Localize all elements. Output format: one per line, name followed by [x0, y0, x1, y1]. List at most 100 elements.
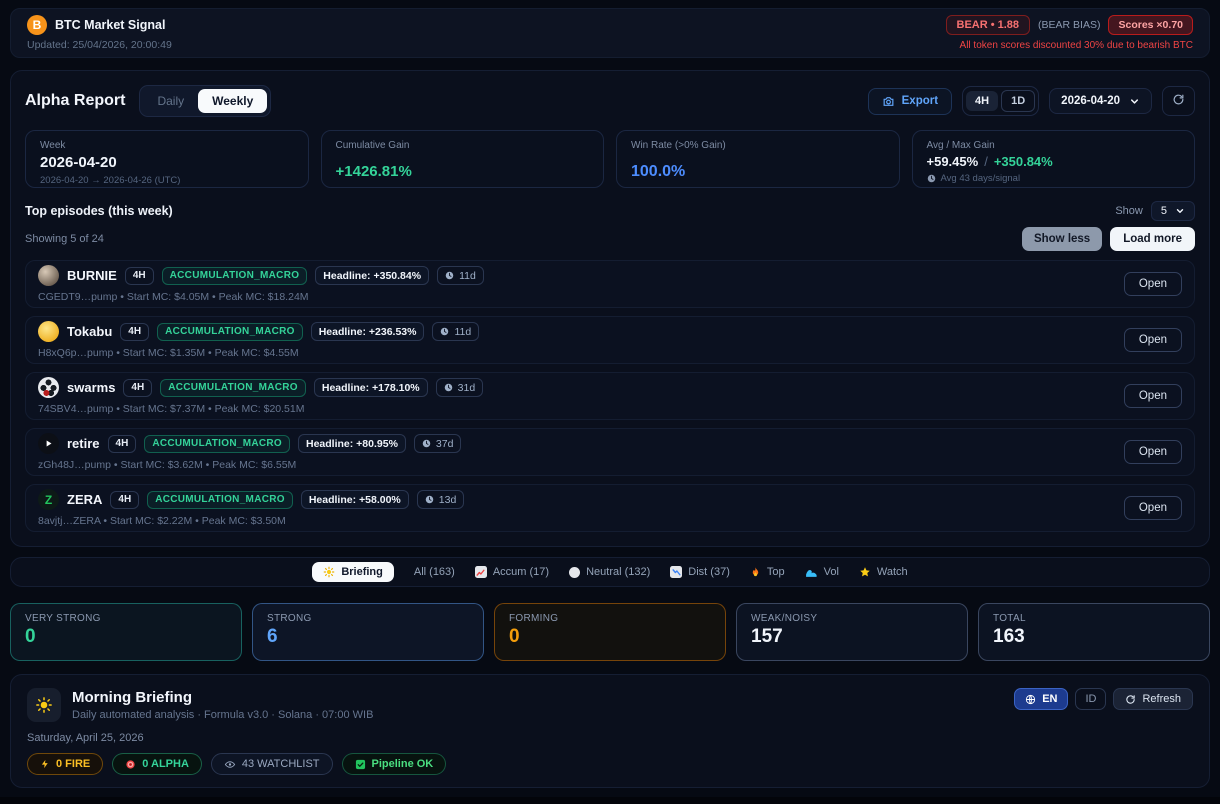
- stat-very-strong: VERY STRONG 0: [10, 603, 242, 661]
- open-episode-button[interactable]: Open: [1124, 384, 1182, 408]
- bias-label: (BEAR BIAS): [1038, 19, 1100, 31]
- episode-row: swarms 4H ACCUMULATION_MACRO Headline: +…: [25, 372, 1195, 420]
- open-episode-button[interactable]: Open: [1124, 272, 1182, 296]
- tab-daily[interactable]: Daily: [143, 89, 198, 113]
- duration-badge: 11d: [432, 322, 479, 341]
- sun-icon: [27, 688, 61, 722]
- stat-value: +1426.81%: [336, 163, 590, 180]
- token-details: CGEDT9…pump • Start MC: $4.05M • Peak MC…: [38, 291, 484, 303]
- stat-avg-max-gain: Avg / Max Gain +59.45% / +350.84% Avg 43…: [912, 130, 1196, 188]
- stat-label: VERY STRONG: [25, 613, 227, 624]
- fire-count-badge: 0 FIRE: [27, 753, 103, 775]
- timeframe-4h[interactable]: 4H: [966, 91, 998, 111]
- show-less-button[interactable]: Show less: [1022, 227, 1102, 251]
- timeframe-badge: 4H: [108, 435, 137, 453]
- stat-strong: STRONG 6: [252, 603, 484, 661]
- filter-briefing[interactable]: Briefing: [312, 562, 394, 582]
- check-icon: [355, 759, 366, 770]
- clock-icon: [445, 271, 454, 280]
- lightning-icon: [40, 759, 50, 769]
- briefing-subtitle: Daily automated analysis · Formula v3.0 …: [72, 709, 373, 721]
- filter-watch[interactable]: Watch: [859, 566, 908, 578]
- max-gain-value: +350.84%: [994, 154, 1053, 169]
- stat-week: Week 2026-04-20 2026-04-20 → 2026-04-26 …: [25, 130, 309, 188]
- stat-label: Week: [40, 140, 294, 151]
- clock-icon: [425, 495, 434, 504]
- duration-badge: 37d: [414, 434, 462, 453]
- timeframe-1d[interactable]: 1D: [1001, 90, 1035, 112]
- language-en-button[interactable]: EN: [1014, 688, 1068, 710]
- stat-value: 157: [751, 626, 953, 648]
- week-range: 2026-04-20 → 2026-04-26 (UTC): [40, 175, 294, 186]
- clock-icon: [927, 174, 936, 183]
- duration-badge: 31d: [436, 378, 484, 397]
- filter-neutral[interactable]: Neutral (132): [569, 566, 650, 578]
- episode-row: BURNIE 4H ACCUMULATION_MACRO Headline: +…: [25, 260, 1195, 308]
- episode-row: Z ZERA 4H ACCUMULATION_MACRO Headline: +…: [25, 484, 1195, 532]
- signal-tag-badge: ACCUMULATION_MACRO: [144, 435, 290, 453]
- filter-dist[interactable]: Dist (37): [670, 566, 730, 578]
- btc-market-signal-bar: B BTC Market Signal Updated: 25/04/2026,…: [10, 8, 1210, 58]
- bear-signal-badge: BEAR • 1.88: [946, 15, 1031, 35]
- show-label: Show: [1115, 205, 1143, 217]
- stat-cumulative-gain: Cumulative Gain +1426.81%: [321, 130, 605, 188]
- signal-tag-badge: ACCUMULATION_MACRO: [157, 323, 303, 341]
- stat-total: TOTAL 163: [978, 603, 1210, 661]
- filter-accum[interactable]: Accum (17): [475, 566, 549, 578]
- avatar: [38, 321, 59, 342]
- refresh-icon: [1172, 93, 1185, 106]
- signal-strength-summary: VERY STRONG 0 STRONG 6 FORMING 0 WEAK/NO…: [10, 603, 1210, 661]
- filter-top[interactable]: Top: [750, 566, 785, 578]
- language-id-button[interactable]: ID: [1075, 688, 1106, 710]
- export-button[interactable]: Export: [868, 88, 952, 115]
- refresh-icon: [1125, 694, 1136, 705]
- alpha-report-card: Alpha Report Daily Weekly Export 4H 1D 2…: [10, 70, 1210, 547]
- duration-badge: 13d: [417, 490, 465, 509]
- open-episode-button[interactable]: Open: [1124, 496, 1182, 520]
- target-icon: [125, 759, 136, 770]
- headline-gain-badge: Headline: +236.53%: [311, 322, 425, 341]
- headline-gain-badge: Headline: +178.10%: [314, 378, 428, 397]
- episode-row: Tokabu 4H ACCUMULATION_MACRO Headline: +…: [25, 316, 1195, 364]
- next-section-edge: [0, 797, 1220, 804]
- stat-label: FORMING: [509, 613, 711, 624]
- avatar: [38, 433, 59, 454]
- open-episode-button[interactable]: Open: [1124, 328, 1182, 352]
- load-more-button[interactable]: Load more: [1110, 227, 1195, 251]
- timeframe-badge: 4H: [125, 267, 154, 285]
- alpha-report-title: Alpha Report: [25, 92, 125, 110]
- stat-value: 0: [25, 626, 227, 648]
- alpha-count-badge: 0 ALPHA: [112, 753, 202, 775]
- open-episode-button[interactable]: Open: [1124, 440, 1182, 464]
- chart-down-icon: [670, 566, 682, 578]
- stat-value: 0: [509, 626, 711, 648]
- token-details: 74SBV4…pump • Start MC: $7.37M • Peak MC…: [38, 403, 483, 415]
- token-details: 8avjtj…ZERA • Start MC: $2.22M • Peak MC…: [38, 515, 464, 527]
- tab-weekly[interactable]: Weekly: [198, 89, 267, 113]
- headline-gain-badge: Headline: +350.84%: [315, 266, 429, 285]
- clock-icon: [440, 327, 449, 336]
- timeframe-badge: 4H: [123, 379, 152, 397]
- clock-icon: [422, 439, 431, 448]
- period-tabs: Daily Weekly: [139, 85, 271, 117]
- stat-value: 6: [267, 626, 469, 648]
- watchlist-count-badge: 43 WATCHLIST: [211, 753, 333, 775]
- stat-forming: FORMING 0: [494, 603, 726, 661]
- timeframe-badge: 4H: [120, 323, 149, 341]
- signal-tag-badge: ACCUMULATION_MACRO: [160, 379, 306, 397]
- token-details: zGh48J…pump • Start MC: $3.62M • Peak MC…: [38, 459, 461, 471]
- token-name: ZERA: [67, 492, 102, 507]
- show-count-select[interactable]: 5: [1151, 201, 1195, 221]
- week-select[interactable]: 2026-04-20: [1049, 88, 1152, 114]
- clock-icon: [444, 383, 453, 392]
- globe-icon: [1025, 694, 1036, 705]
- refresh-briefing-button[interactable]: Refresh: [1113, 688, 1193, 710]
- filter-vol[interactable]: Vol: [805, 566, 839, 578]
- stat-label: STRONG: [267, 613, 469, 624]
- flame-icon: [750, 566, 761, 578]
- discount-note: All token scores discounted 30% due to b…: [946, 40, 1194, 51]
- refresh-report-button[interactable]: [1162, 86, 1195, 116]
- filter-all[interactable]: All (163): [414, 566, 455, 578]
- headline-gain-badge: Headline: +80.95%: [298, 434, 406, 453]
- stat-value: 163: [993, 626, 1195, 648]
